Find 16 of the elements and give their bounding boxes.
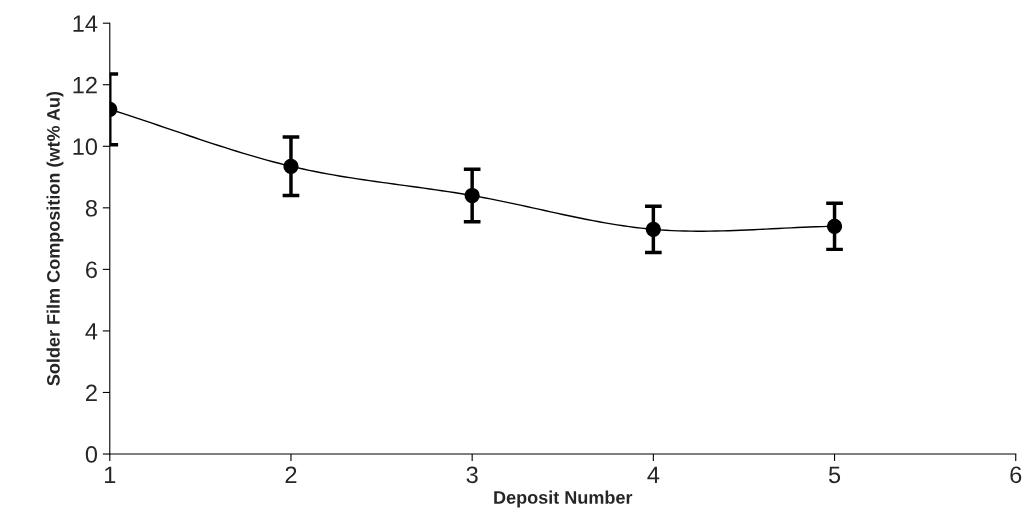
- x-axis-title: Deposit Number: [494, 490, 633, 508]
- y-tick-label: 12: [73, 76, 97, 94]
- y-tick-label: 4: [85, 323, 98, 340]
- x-tick-label: 3: [466, 466, 478, 484]
- y-tick-label: 8: [85, 199, 97, 217]
- y-tick-label: 10: [73, 138, 98, 156]
- x-tick-label: 5: [828, 466, 841, 484]
- y-tick-label: 6: [86, 261, 97, 279]
- y-tick-label: 0: [85, 446, 98, 463]
- y-tick-label: 14: [73, 15, 98, 32]
- y-tick-label: 2: [86, 384, 97, 402]
- x-tick-label: 2: [285, 466, 297, 483]
- x-tick-label: 1: [105, 466, 116, 483]
- x-tick-label: 4: [647, 466, 660, 483]
- y-axis-title: Solder Film Composition (wt% Au): [46, 91, 64, 386]
- x-tick-label: 6: [1010, 466, 1022, 484]
